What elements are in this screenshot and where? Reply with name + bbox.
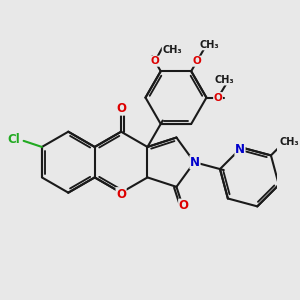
Text: CH₃: CH₃ bbox=[280, 137, 299, 147]
Text: O: O bbox=[151, 56, 159, 66]
Text: O: O bbox=[116, 188, 126, 201]
Text: O: O bbox=[116, 102, 126, 115]
Text: O: O bbox=[193, 56, 201, 66]
Text: N: N bbox=[235, 142, 245, 155]
Text: CH₃: CH₃ bbox=[200, 40, 219, 50]
Text: Cl: Cl bbox=[7, 133, 20, 146]
Text: N: N bbox=[190, 156, 200, 169]
Text: CH₃: CH₃ bbox=[162, 45, 182, 55]
Text: O: O bbox=[179, 199, 189, 212]
Text: CH₃: CH₃ bbox=[214, 75, 234, 85]
Text: O: O bbox=[214, 93, 222, 103]
